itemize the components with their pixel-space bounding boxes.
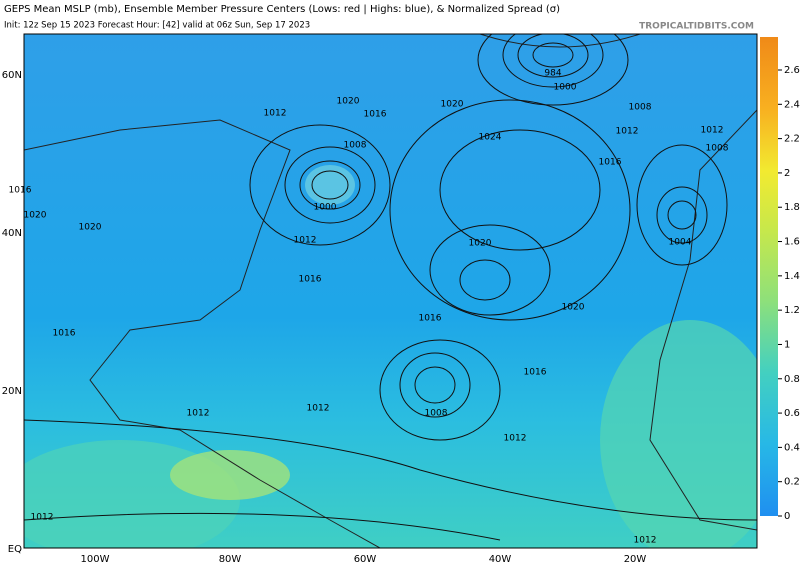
- isobar-label: 1012: [187, 409, 210, 419]
- isobar-label: 1020: [469, 239, 492, 249]
- isobar-label: 1016: [599, 158, 622, 168]
- subtitle: Init: 12z Sep 15 2023 Forecast Hour: [42…: [4, 21, 310, 31]
- coastline: [479, 34, 641, 48]
- lat-label: 20N: [2, 386, 22, 397]
- colorbar-label: 1: [784, 339, 790, 350]
- isobar-label: 1020: [562, 303, 585, 313]
- isobar-label: 1012: [616, 127, 639, 137]
- colorbar-label: 2.4: [784, 99, 800, 110]
- colorbar: [760, 37, 778, 516]
- isobar-label: 1012: [31, 513, 54, 523]
- colorbar-label: 2.2: [784, 134, 800, 145]
- colorbar-label: 1.2: [784, 305, 800, 316]
- lat-label: EQ: [8, 544, 22, 555]
- isobar-label: 1016: [9, 186, 32, 196]
- isobar-label: 1012: [294, 236, 317, 246]
- lat-label: 40N: [2, 228, 22, 239]
- isobar-label: 1004: [669, 238, 692, 248]
- isobar-label: 1024: [479, 133, 502, 143]
- colorbar-label: 0.2: [784, 477, 800, 488]
- isobar-label: 1008: [425, 409, 448, 419]
- isobar-label: 984: [544, 69, 561, 79]
- isobar-label: 1012: [307, 404, 330, 414]
- lon-label: 80W: [219, 554, 242, 565]
- isobar-label: 1008: [344, 141, 367, 151]
- isobar-label: 1008: [706, 144, 729, 154]
- isobar-label: 1016: [524, 368, 547, 378]
- colorbar-label: 1.4: [784, 271, 800, 282]
- isobar-label: 1012: [264, 109, 287, 119]
- spread-shading: [600, 320, 757, 548]
- isobar-label: 1008: [629, 103, 652, 113]
- isobar-label: 1020: [79, 223, 102, 233]
- isobar-label: 1020: [441, 100, 464, 110]
- lon-label: 100W: [81, 554, 110, 565]
- map-area: [24, 34, 757, 548]
- credit: TROPICALTIDBITS.COM: [639, 22, 754, 32]
- isobar-label: 1016: [419, 314, 442, 324]
- coastline: [649, 109, 757, 531]
- colorbar-label: 0: [784, 511, 790, 522]
- isobar-label: 1012: [701, 126, 724, 136]
- colorbar-label: 1.6: [784, 237, 800, 248]
- lon-label: 60W: [354, 554, 377, 565]
- isobar-label: 1012: [634, 536, 657, 546]
- lat-label: 60N: [2, 70, 22, 81]
- isobar-label: 1020: [337, 97, 360, 107]
- isobars: [24, 34, 757, 541]
- isobar-label: 1016: [299, 275, 322, 285]
- lon-label: 20W: [624, 554, 647, 565]
- colorbar-label: 1.8: [784, 202, 800, 213]
- isobar-label: 1020: [24, 211, 47, 221]
- isobar-label: 1012: [504, 434, 527, 444]
- colorbar-label: 2.6: [784, 65, 800, 76]
- colorbar-label: 0.4: [784, 442, 800, 453]
- coastline: [24, 119, 382, 548]
- map-frame: [23, 33, 758, 549]
- isobar-label: 1016: [53, 329, 76, 339]
- colorbar-label: 0.6: [784, 408, 800, 419]
- colorbar-label: 0.8: [784, 374, 800, 385]
- title: GEPS Mean MSLP (mb), Ensemble Member Pre…: [4, 4, 560, 15]
- colorbar-label: 2: [784, 168, 790, 179]
- lon-label: 40W: [489, 554, 512, 565]
- isobar-label: 1000: [314, 203, 337, 213]
- isobar-label: 1016: [364, 110, 387, 120]
- spread-shading: [170, 450, 290, 500]
- isobar-label: 1000: [554, 83, 577, 93]
